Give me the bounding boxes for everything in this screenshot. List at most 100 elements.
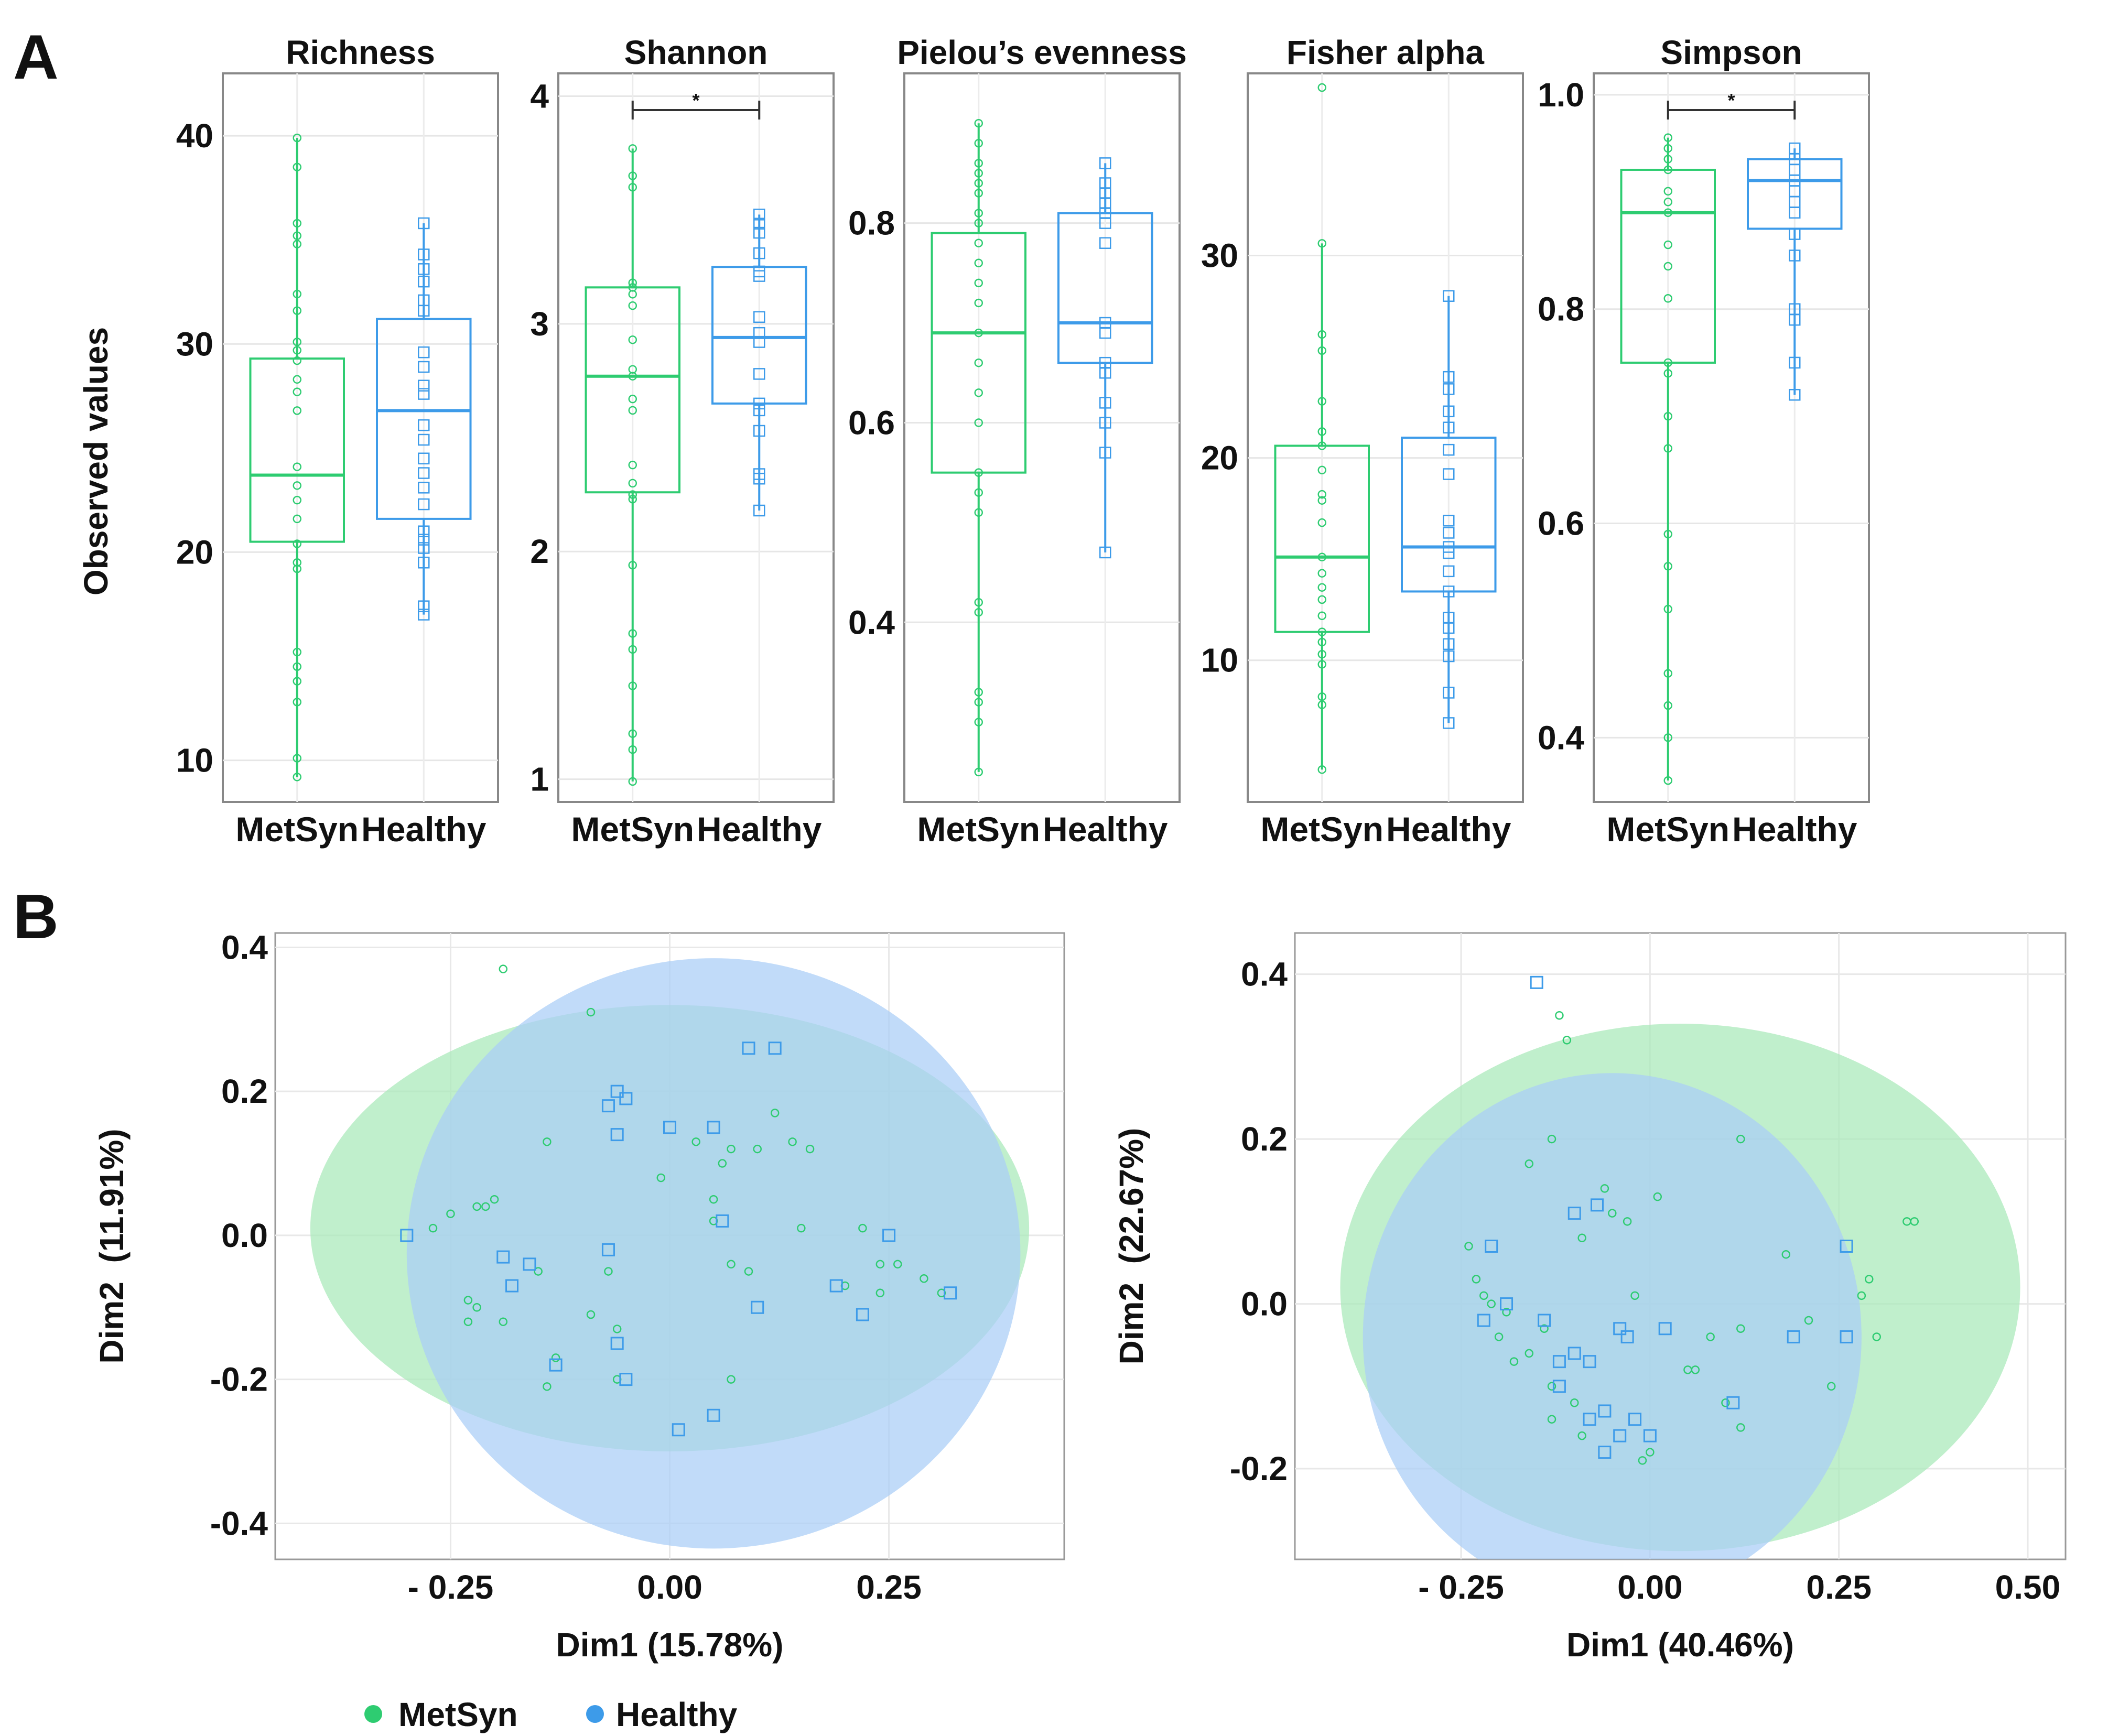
data-point	[1317, 637, 1326, 647]
legend-metsyn-marker	[364, 1705, 382, 1723]
data-point	[1317, 465, 1326, 475]
data-point	[418, 467, 430, 479]
box-iqr	[376, 318, 472, 520]
data-point	[974, 209, 983, 218]
data-point	[1099, 397, 1111, 409]
data-point	[893, 1260, 902, 1269]
data-point	[1663, 529, 1672, 539]
data-point	[1443, 371, 1455, 383]
data-point	[1663, 240, 1672, 249]
data-point	[727, 1260, 736, 1269]
panel-title: Pielou’s evenness	[897, 34, 1187, 71]
data-point	[753, 368, 765, 380]
y-axis-label: Dim2 (11.91%)	[93, 1129, 131, 1363]
data-point	[753, 1144, 762, 1154]
data-point	[1317, 496, 1326, 505]
data-point	[753, 397, 765, 410]
data-point	[1789, 249, 1801, 262]
data-point	[628, 144, 637, 153]
data-point	[1691, 1365, 1700, 1374]
data-point	[1857, 1291, 1866, 1300]
data-point	[1789, 142, 1801, 155]
panel-title: Shannon	[624, 34, 768, 71]
data-point	[1443, 541, 1455, 553]
data-point	[1099, 237, 1111, 249]
data-point	[753, 327, 765, 339]
data-point	[1443, 585, 1455, 598]
data-point	[628, 479, 637, 488]
data-point	[1525, 1349, 1534, 1358]
data-point	[1781, 1250, 1791, 1259]
data-point	[1789, 303, 1801, 315]
data-point	[672, 1423, 685, 1437]
data-point	[418, 294, 430, 307]
data-point	[974, 189, 983, 198]
data-point	[496, 1250, 510, 1264]
significance-star: *	[1727, 90, 1735, 111]
data-point	[1598, 1404, 1612, 1418]
data-point	[1826, 1382, 1836, 1391]
data-point	[1509, 1357, 1519, 1366]
data-point	[628, 335, 637, 344]
data-point	[1099, 447, 1111, 459]
data-point	[1736, 1134, 1745, 1144]
box-iqr	[249, 357, 345, 543]
data-point	[1099, 356, 1111, 369]
data-point	[1443, 565, 1455, 578]
data-point	[1494, 1332, 1504, 1341]
data-point	[707, 1408, 720, 1422]
scatter-series-healthy	[1477, 975, 1853, 1459]
confidence-ellipses	[1340, 1023, 2020, 1559]
data-point	[418, 361, 430, 373]
data-point	[1443, 468, 1455, 480]
data-point	[1472, 1275, 1481, 1284]
data-point	[1443, 638, 1455, 650]
x-axis-label: Dim1 (15.78%)	[556, 1626, 784, 1664]
data-point	[1726, 1396, 1740, 1409]
x-category-label: MetSyn	[1260, 810, 1383, 849]
y-tick-label: -0.4	[210, 1504, 268, 1542]
data-point	[1547, 1134, 1556, 1144]
data-point	[1443, 405, 1455, 418]
data-point	[1570, 1398, 1579, 1407]
data-point	[1443, 383, 1455, 395]
y-tick-label: 0.8	[1538, 290, 1584, 328]
x-category-label: Healthy	[361, 810, 487, 849]
scatter-series-metsyn	[1464, 1011, 1919, 1465]
x-tick-label: 0.00	[637, 1568, 702, 1606]
data-point	[628, 561, 637, 570]
data-point	[418, 498, 430, 511]
data-point	[601, 1099, 615, 1113]
data-point	[628, 406, 637, 415]
ellipse-healthy	[406, 958, 1021, 1549]
data-point	[974, 388, 983, 397]
data-point	[293, 539, 301, 548]
data-point	[753, 265, 765, 278]
data-point	[481, 1202, 490, 1211]
data-point	[628, 171, 637, 180]
x-category-label: Healthy	[697, 810, 822, 849]
data-point	[505, 1279, 518, 1293]
data-point	[293, 133, 301, 143]
data-point	[1620, 1330, 1634, 1343]
legend-healthy-marker	[586, 1705, 604, 1723]
data-point	[829, 1279, 843, 1293]
data-point	[974, 598, 983, 607]
data-point	[619, 1373, 633, 1386]
data-point	[499, 1317, 508, 1326]
data-point	[293, 375, 301, 384]
data-point	[1583, 1413, 1596, 1426]
data-point	[1663, 155, 1672, 164]
data-point	[1789, 388, 1801, 401]
data-point	[856, 1308, 869, 1321]
y-tick-label: 0.0	[1241, 1285, 1288, 1323]
scatter-series-healthy	[400, 1041, 957, 1437]
panel-title: Simpson	[1660, 34, 1802, 71]
data-point	[628, 301, 637, 310]
y-tick-label: 0.0	[221, 1217, 268, 1254]
data-point	[1099, 417, 1111, 429]
data-point	[1663, 165, 1672, 175]
data-point	[1663, 294, 1672, 303]
x-tick-label: 0.25	[1806, 1568, 1872, 1606]
